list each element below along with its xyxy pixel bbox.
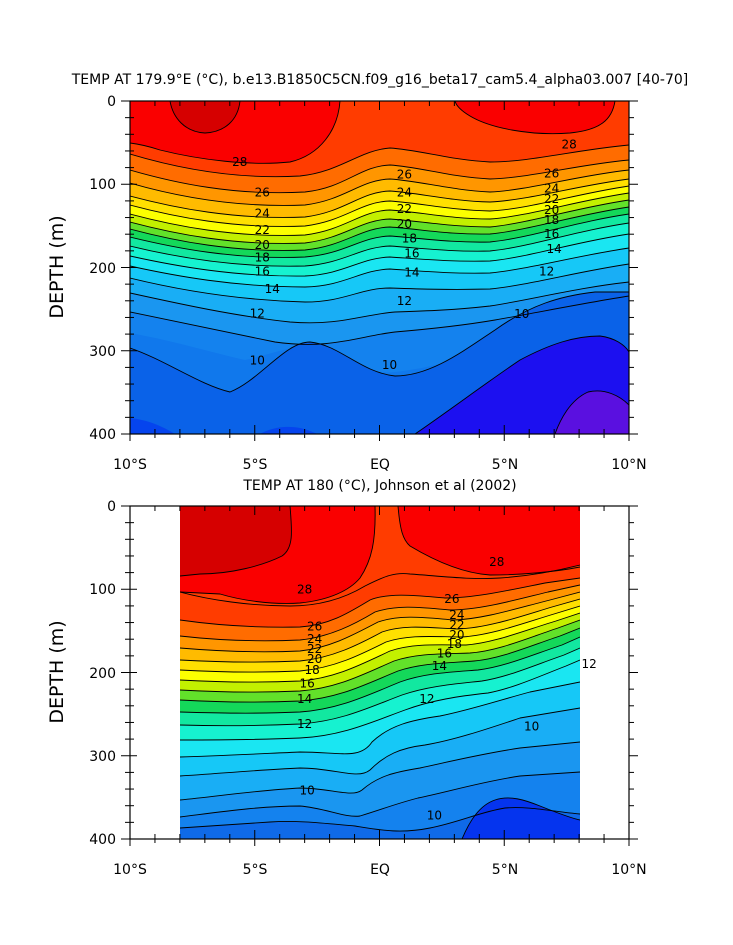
contour-label: 20 bbox=[397, 217, 412, 231]
contour-label: 24 bbox=[255, 206, 270, 220]
x-tick-label: EQ bbox=[370, 457, 390, 473]
contour-label: 18 bbox=[402, 231, 417, 245]
contour-label: 10 bbox=[514, 307, 529, 321]
x-tick-label: 10°S bbox=[113, 862, 147, 878]
contour-label: 20 bbox=[449, 628, 464, 642]
x-tick-label: 5°N bbox=[492, 862, 518, 878]
contour-label: 12 bbox=[581, 657, 596, 671]
contour-label: 24 bbox=[449, 608, 464, 622]
y-tick-label: 0 bbox=[107, 499, 116, 515]
contour-label: 16 bbox=[255, 265, 270, 279]
fill-2-t8 bbox=[462, 797, 580, 839]
x-tick-label: 5°S bbox=[243, 862, 268, 878]
x-tick-label: 5°S bbox=[243, 457, 268, 473]
y-tick-label: 100 bbox=[89, 582, 116, 598]
contour-label: 20 bbox=[255, 238, 270, 252]
x-tick-label: 10°N bbox=[611, 862, 646, 878]
y-tick-label: 300 bbox=[89, 749, 116, 765]
contour-label: 14 bbox=[265, 282, 280, 296]
contour-label: 10 bbox=[250, 354, 265, 368]
contour-label: 14 bbox=[404, 265, 419, 279]
contour-label: 18 bbox=[447, 637, 462, 651]
panel-1-title: TEMP AT 179.9°E (°C), b.e13.B1850C5CN.f0… bbox=[71, 72, 689, 88]
y-tick-label: 200 bbox=[89, 261, 116, 277]
contour-label: 28 bbox=[297, 582, 312, 596]
fill-2-t28-right bbox=[398, 506, 580, 575]
panel-2-y-tick-labels: 0 100 200 300 400 bbox=[89, 499, 116, 848]
fill-1-t9-a bbox=[130, 418, 175, 434]
contour-label: 26 bbox=[544, 166, 559, 180]
fill-2-t29 bbox=[180, 506, 292, 576]
contour-label: 10 bbox=[427, 809, 442, 823]
panel-1-contour-lines bbox=[130, 101, 629, 434]
panel-2-y-axis-label: DEPTH (m) bbox=[46, 620, 68, 723]
contour-label: 16 bbox=[300, 676, 315, 690]
fill-1-t28-right bbox=[455, 101, 615, 134]
contour-label: 20 bbox=[544, 203, 559, 217]
panel-obs: TEMP AT 180 (°C), Johnson et al (2002) bbox=[46, 478, 647, 878]
contour-label: 12 bbox=[539, 265, 554, 279]
contour-label: 24 bbox=[397, 186, 412, 200]
fill-1-t29 bbox=[170, 101, 240, 133]
contour-label: 10 bbox=[300, 784, 315, 798]
contour-label: 10 bbox=[382, 358, 397, 372]
contour-label: 18 bbox=[255, 251, 270, 265]
panel-model: TEMP AT 179.9°E (°C), b.e13.B1850C5CN.f0… bbox=[46, 72, 688, 473]
panel-2-x-tick-labels: 10°S 5°S EQ 5°N 10°N bbox=[113, 862, 647, 878]
contour-label: 18 bbox=[544, 213, 559, 227]
contour-label: 22 bbox=[397, 202, 412, 216]
contour-label: 16 bbox=[544, 227, 559, 241]
contour-label: 12 bbox=[397, 294, 412, 308]
panel-1-ticks bbox=[121, 100, 638, 441]
contour-label: 10 bbox=[524, 720, 539, 734]
fill-1-t7 bbox=[555, 390, 629, 434]
contour-label: 16 bbox=[437, 646, 452, 660]
panel-1-x-tick-labels: 10°S 5°S EQ 5°N 10°N bbox=[113, 457, 647, 473]
x-tick-label: 10°N bbox=[611, 457, 646, 473]
contour-label: 18 bbox=[304, 663, 319, 677]
x-tick-label: 10°S bbox=[113, 457, 147, 473]
contour-label: 12 bbox=[250, 306, 265, 320]
contour-label: 24 bbox=[307, 632, 322, 646]
panel-2-ticks bbox=[121, 505, 638, 846]
x-tick-label: 5°N bbox=[492, 457, 518, 473]
y-tick-label: 100 bbox=[89, 177, 116, 193]
contour-label: 12 bbox=[419, 692, 434, 706]
contour-label: 20 bbox=[307, 652, 322, 666]
contour-label: 24 bbox=[544, 181, 559, 195]
contour-label: 28 bbox=[232, 155, 247, 169]
contour-label: 12 bbox=[297, 717, 312, 731]
contour-label: 28 bbox=[561, 137, 576, 151]
y-tick-label: 0 bbox=[107, 94, 116, 110]
contour-label: 22 bbox=[255, 223, 270, 237]
panel-1-y-axis-label: DEPTH (m) bbox=[46, 215, 68, 318]
contour-label: 14 bbox=[432, 659, 447, 673]
contour-label: 14 bbox=[297, 692, 312, 706]
contour-label: 22 bbox=[544, 192, 559, 206]
panel-2-title: TEMP AT 180 (°C), Johnson et al (2002) bbox=[242, 478, 516, 494]
contour-label: 22 bbox=[449, 618, 464, 632]
contour-label: 22 bbox=[307, 642, 322, 656]
panel-2-contour-labels: 2826242220181614121026242220181614121028… bbox=[297, 555, 597, 823]
y-tick-label: 300 bbox=[89, 344, 116, 360]
y-tick-label: 400 bbox=[89, 832, 116, 848]
contour-label: 28 bbox=[489, 555, 504, 569]
x-tick-label: EQ bbox=[370, 862, 390, 878]
y-tick-label: 200 bbox=[89, 666, 116, 682]
panel-2-contour-lines bbox=[180, 506, 580, 839]
panel-2-fills bbox=[180, 506, 580, 839]
contour-label: 26 bbox=[397, 167, 412, 181]
contour-label: 14 bbox=[547, 242, 562, 256]
contour-label: 26 bbox=[255, 186, 270, 200]
y-tick-label: 400 bbox=[89, 427, 116, 443]
contour-label: 16 bbox=[404, 246, 419, 260]
panel-1-y-tick-labels: 0 100 200 300 400 bbox=[89, 94, 116, 443]
contour-label: 26 bbox=[307, 620, 322, 634]
contour-label: 26 bbox=[444, 592, 459, 606]
panel-1-contour-labels: 2826242220181614121026242220181614121028… bbox=[232, 137, 577, 372]
